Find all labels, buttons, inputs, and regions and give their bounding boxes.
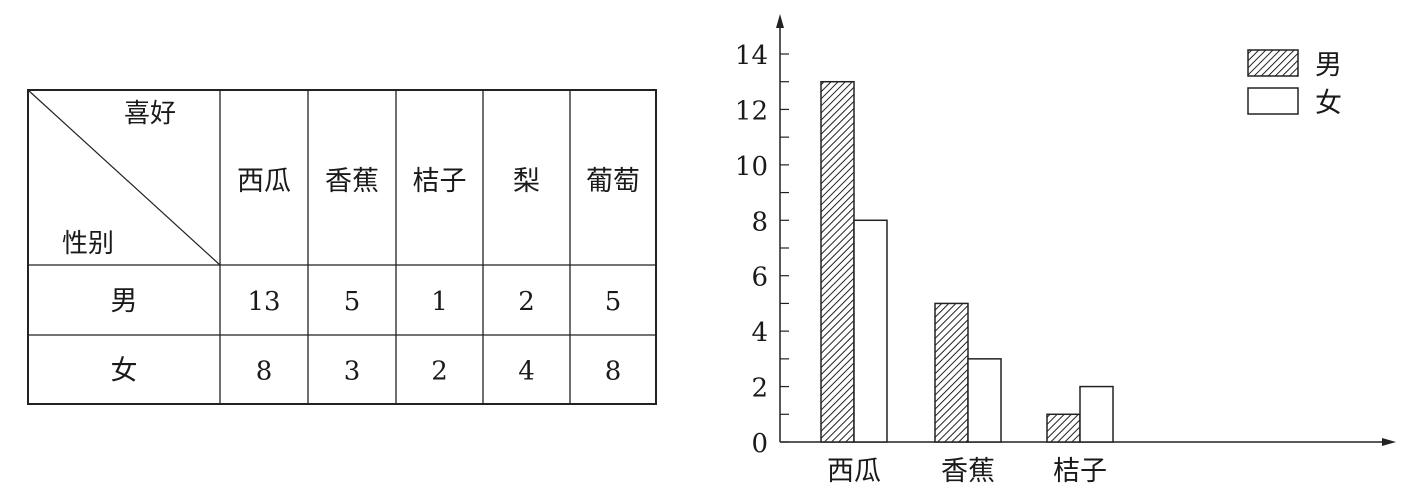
x-axis-arrow [1382, 438, 1396, 446]
table-cell: 13 [247, 287, 280, 317]
bar-chart: 0 2 4 6 8 10 12 14 西瓜 香蕉 桔子 男女 [735, 14, 1396, 487]
table-row-label: 男 [111, 286, 138, 317]
table-column-header: 葡萄 [586, 166, 640, 197]
bar-female [853, 219, 888, 443]
table-cell: 3 [344, 357, 361, 387]
table-cell: 8 [256, 357, 273, 387]
y-tick-label: 14 [735, 41, 768, 71]
bar-male [820, 80, 855, 443]
table-column-header: 香蕉 [325, 166, 379, 197]
legend-label: 女 [1315, 88, 1342, 119]
bar-female [1079, 385, 1114, 443]
y-tick-label: 10 [735, 152, 768, 182]
x-tick-label: 桔子 [1053, 456, 1107, 487]
table-cell: 2 [431, 357, 448, 387]
bar-male [934, 302, 969, 443]
table-row-label: 女 [111, 356, 138, 387]
table-cell: 4 [518, 357, 535, 387]
table-cell: 5 [344, 287, 361, 317]
bar-female [967, 358, 1002, 443]
legend-label: 男 [1315, 50, 1342, 81]
y-axis-arrow [776, 14, 784, 28]
table-border [27, 89, 657, 405]
bar-male [1046, 413, 1081, 443]
y-tick-label: 4 [751, 318, 768, 348]
x-tick-label: 香蕉 [941, 456, 995, 487]
table-column-header: 梨 [513, 166, 540, 197]
table-cell: 5 [605, 287, 622, 317]
y-tick-label: 6 [751, 263, 768, 293]
table-cell: 2 [518, 287, 535, 317]
x-tick-label: 西瓜 [827, 456, 881, 487]
table-corner-diagonal [27, 89, 221, 266]
y-tick-label: 8 [751, 207, 768, 237]
legend-swatch [1247, 87, 1299, 115]
y-tick-label: 2 [751, 374, 768, 404]
y-tick-label: 0 [751, 429, 768, 459]
y-tick-label: 12 [735, 96, 768, 126]
table-cell: 1 [431, 287, 448, 317]
table-corner-bottom-label: 性别 [62, 229, 114, 259]
table-corner-top-label: 喜好 [124, 99, 176, 129]
table-column-header: 西瓜 [237, 166, 291, 197]
table-column-header: 桔子 [413, 166, 467, 197]
legend-swatch [1247, 49, 1299, 77]
table-cell: 8 [605, 357, 622, 387]
